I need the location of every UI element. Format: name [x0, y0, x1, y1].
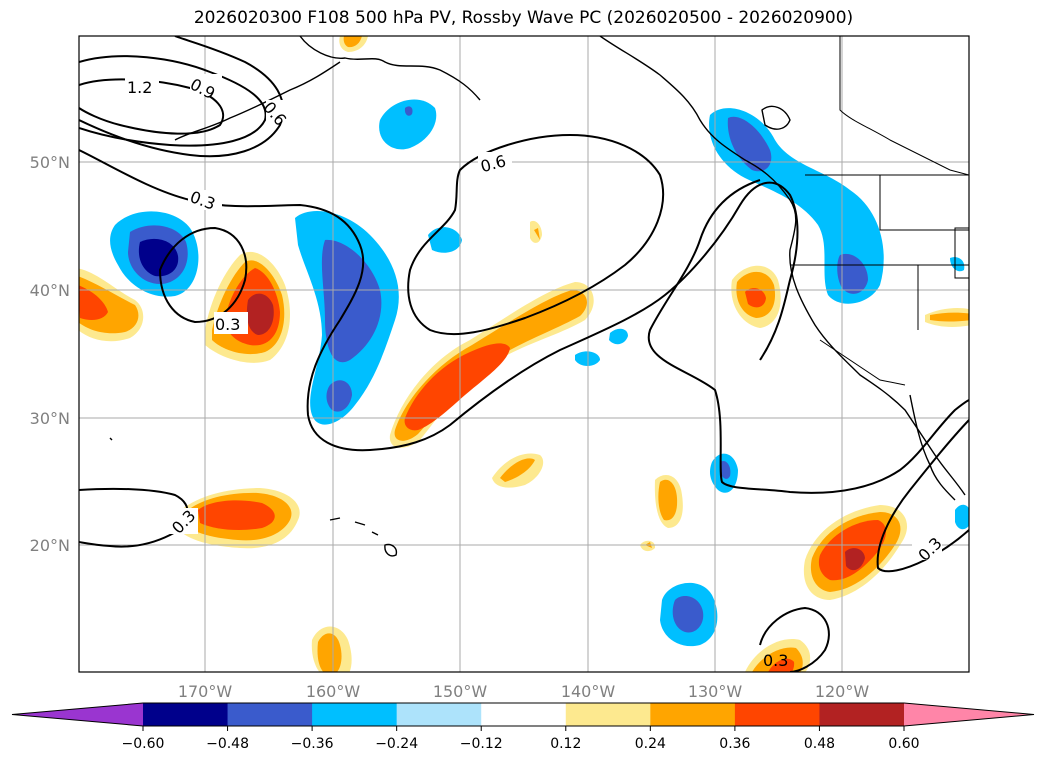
- colorbar-tick-label: −0.36: [291, 736, 334, 752]
- map-border: [78, 35, 970, 673]
- contour-labels: 1.2 0.9 0.6 0.6 0.3 0.3 0.3 0.3 0.3: [125, 74, 946, 670]
- lat-labels: 50°N 40°N 30°N 20°N: [30, 153, 70, 555]
- colorbar-swatch: [734, 703, 820, 726]
- colorbar-extend-max: [904, 703, 1034, 726]
- lon-label: 160°W: [306, 682, 361, 701]
- colorbar-tick-label: 0.48: [804, 736, 835, 752]
- graticule: [79, 36, 969, 672]
- pv-contours: [79, 36, 969, 672]
- colorbar-swatch: [143, 703, 229, 726]
- colorbar-swatch: [650, 703, 736, 726]
- contour-label: 0.3: [763, 651, 788, 670]
- colorbar-swatch: [481, 703, 567, 726]
- lon-labels: 170°W 160°W 150°W 140°W 130°W 120°W: [178, 682, 870, 701]
- negative-anomaly-fields: [110, 99, 969, 647]
- colorbar-swatch: [819, 703, 905, 726]
- colorbar-swatch: [396, 703, 482, 726]
- lat-label: 40°N: [30, 281, 70, 300]
- colorbar-tick-label: −0.60: [122, 736, 165, 752]
- colorbar-tick-label: 0.36: [719, 736, 750, 752]
- colorbar-tick-label: −0.48: [206, 736, 249, 752]
- contour-label: 0.3: [215, 315, 240, 334]
- lat-label: 30°N: [30, 409, 70, 428]
- colorbar-extend-min: [12, 703, 143, 726]
- lat-label: 20°N: [30, 536, 70, 555]
- colorbar-swatch: [227, 703, 313, 726]
- political-borders: [790, 36, 969, 386]
- colorbar-tick-label: 0.60: [888, 736, 919, 752]
- lon-label: 120°W: [815, 682, 870, 701]
- plot-title: 2026020300 F108 500 hPa PV, Rossby Wave …: [193, 8, 854, 28]
- colorbar-tick-label: 0.12: [550, 736, 581, 752]
- colorbar: −0.60 −0.48 −0.36 −0.24 −0.12 0.12 0.24 0.36 0.4…: [11, 702, 1035, 752]
- lat-label: 50°N: [30, 153, 70, 172]
- colorbar-tick-label: 0.24: [635, 736, 666, 752]
- colorbar-tick-label: −0.24: [375, 736, 418, 752]
- colorbar-swatch: [565, 703, 651, 726]
- colorbar-tick-label: −0.12: [460, 736, 503, 752]
- lon-label: 140°W: [561, 682, 616, 701]
- lon-label: 150°W: [433, 682, 488, 701]
- contour-label: 1.2: [127, 78, 152, 97]
- lon-label: 130°W: [688, 682, 743, 701]
- lon-label: 170°W: [178, 682, 233, 701]
- colorbar-swatch: [312, 703, 398, 726]
